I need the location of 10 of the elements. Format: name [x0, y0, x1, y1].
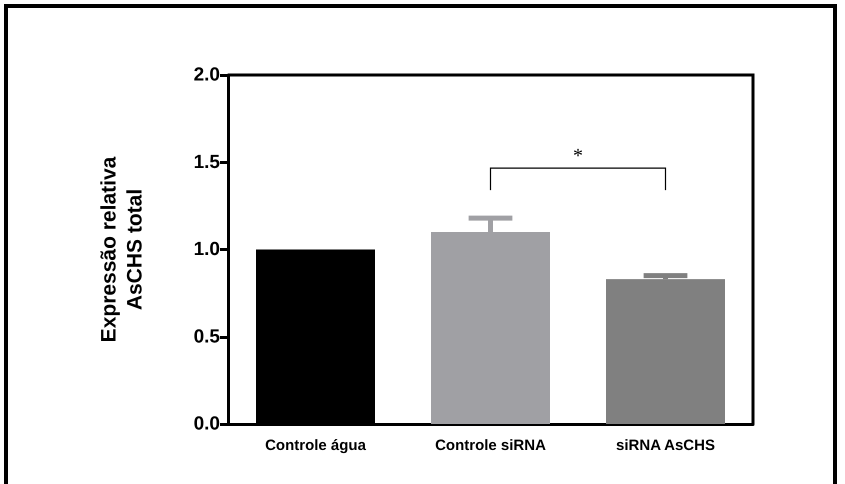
x-tick-label: Controle água [265, 437, 367, 454]
y-tick-label: 1.0 [194, 239, 220, 260]
y-tick-label: 0.0 [194, 414, 220, 434]
y-tick-label: 2.0 [194, 64, 220, 86]
y-axis-title: Expressão relativa AsCHS total [98, 156, 146, 342]
x-tick-label: Controle siRNA [435, 437, 546, 454]
annotation: * [573, 145, 583, 168]
x-tick-label: siRNA AsCHS [616, 437, 715, 454]
y-tick-label: 0.5 [194, 326, 220, 348]
y-tick-label: 1.5 [194, 152, 220, 173]
